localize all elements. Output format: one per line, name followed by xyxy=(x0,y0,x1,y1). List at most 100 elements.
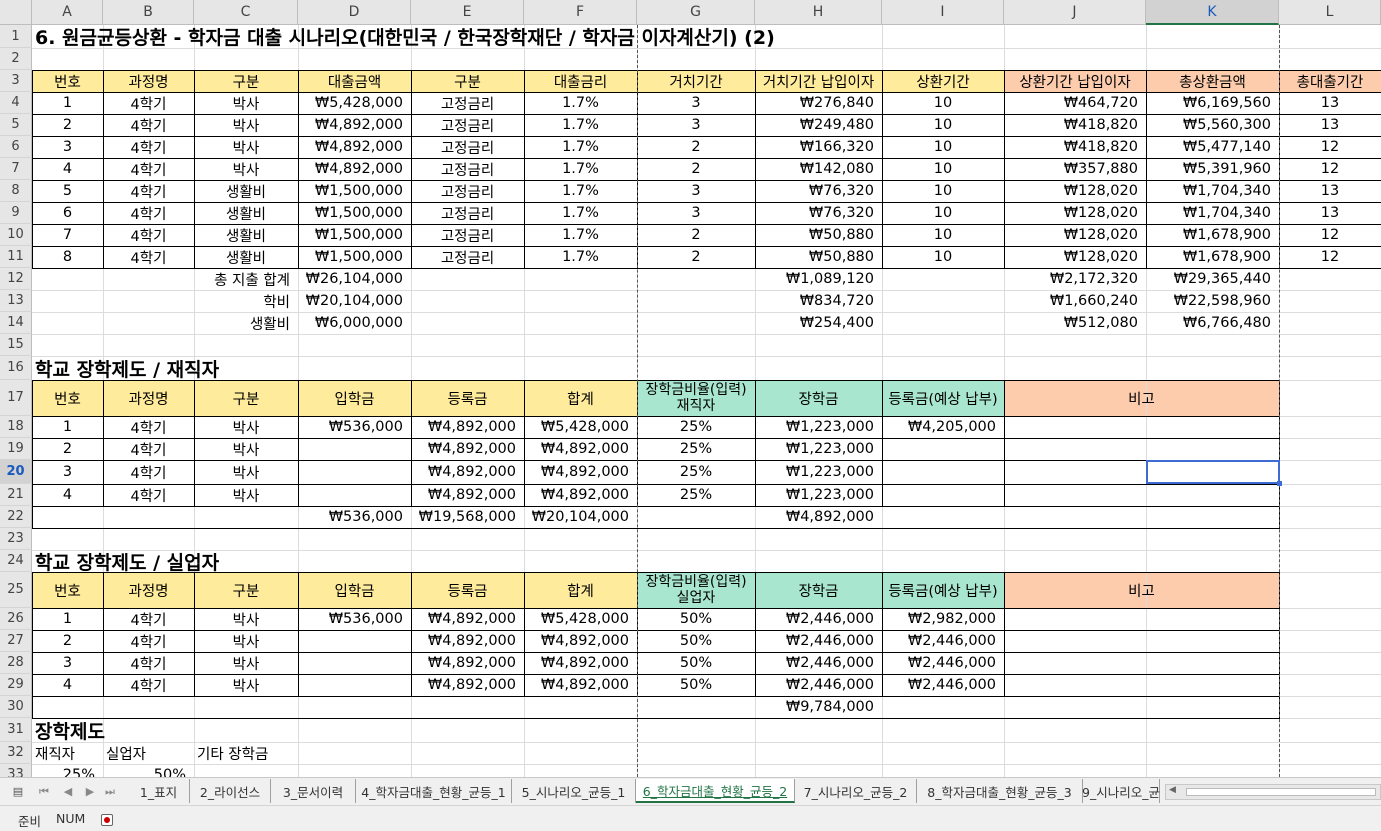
loan-cell[interactable]: 고정금리 xyxy=(440,118,495,135)
row-header-8[interactable]: 8 xyxy=(0,180,32,202)
loan-cell[interactable]: ₩128,020 xyxy=(1063,205,1138,221)
loan-cell[interactable]: 고정금리 xyxy=(440,250,495,267)
section-cell[interactable]: 박사 xyxy=(232,678,260,695)
loan-cell[interactable]: 1.7% xyxy=(562,95,599,111)
loan-cell[interactable]: 2 xyxy=(691,227,701,243)
section-cell[interactable]: 2 xyxy=(62,441,73,457)
last-sheet-icon[interactable]: ⏭ xyxy=(105,785,115,798)
loan-cell[interactable]: 13 xyxy=(1320,95,1340,111)
loan-cell[interactable]: ₩249,480 xyxy=(799,117,874,133)
section-header-4[interactable]: 등록금 xyxy=(447,391,488,408)
summary-repay-interest[interactable]: ₩1,660,240 xyxy=(1049,293,1138,309)
section-cell[interactable]: 50% xyxy=(679,655,713,671)
loan-cell[interactable]: 10 xyxy=(933,117,953,133)
loan-cell[interactable]: ₩128,020 xyxy=(1063,227,1138,243)
section-header-0[interactable]: 번호 xyxy=(54,391,81,408)
loan-cell[interactable]: 10 xyxy=(933,227,953,243)
section-cell[interactable]: ₩4,892,000 xyxy=(427,655,516,671)
loan-cell[interactable]: 4학기 xyxy=(130,228,167,245)
section-header-5[interactable]: 합계 xyxy=(567,583,594,600)
section-cell[interactable]: ₩4,892,000 xyxy=(427,441,516,457)
section-cell[interactable]: 4 xyxy=(62,487,73,503)
loan-cell[interactable]: ₩464,720 xyxy=(1063,95,1138,111)
column-header-K[interactable]: K xyxy=(1146,0,1279,25)
loan-cell[interactable]: 생활비 xyxy=(225,184,267,201)
label-unemployed[interactable]: 실업자 xyxy=(106,746,147,763)
label-employed[interactable]: 재직자 xyxy=(35,746,76,763)
loan-cell[interactable]: 10 xyxy=(933,95,953,111)
loan-header-5[interactable]: 대출금리 xyxy=(553,74,608,91)
next-sheet-icon[interactable]: ▶ xyxy=(85,785,95,798)
section-header-0[interactable]: 번호 xyxy=(54,583,81,600)
section-cell[interactable]: 박사 xyxy=(232,442,260,459)
total-scholarship[interactable]: ₩4,892,000 xyxy=(785,509,874,525)
column-header-F[interactable]: F xyxy=(524,0,637,25)
fill-handle[interactable] xyxy=(1277,481,1282,486)
row-header-33[interactable]: 33 xyxy=(0,764,32,777)
column-header-J[interactable]: J xyxy=(1004,0,1146,25)
summary-total[interactable]: ₩6,766,480 xyxy=(1182,315,1271,331)
section-cell[interactable]: 4학기 xyxy=(130,656,167,673)
column-header-E[interactable]: E xyxy=(411,0,524,25)
summary-amount[interactable]: ₩26,104,000 xyxy=(305,271,403,287)
section-title[interactable]: 학교 장학제도 / 재직자 xyxy=(35,358,220,381)
column-header-H[interactable]: H xyxy=(755,0,882,25)
summary-grace-interest[interactable]: ₩1,089,120 xyxy=(785,271,874,287)
loan-cell[interactable]: 박사 xyxy=(232,140,260,157)
loan-cell[interactable]: 생활비 xyxy=(225,250,267,267)
summary-repay-interest[interactable]: ₩512,080 xyxy=(1063,315,1138,331)
row-header-30[interactable]: 30 xyxy=(0,696,32,718)
loan-cell[interactable]: 4 xyxy=(62,161,73,177)
summary-total[interactable]: ₩22,598,960 xyxy=(1173,293,1271,309)
loan-cell[interactable]: 고정금리 xyxy=(440,206,495,223)
row-header-4[interactable]: 4 xyxy=(0,92,32,114)
loan-cell[interactable]: 3 xyxy=(691,117,701,133)
section-cell[interactable] xyxy=(298,438,411,460)
row-header-26[interactable]: 26 xyxy=(0,608,32,630)
section-header-4[interactable]: 등록금 xyxy=(447,583,488,600)
section-cell[interactable]: ₩4,892,000 xyxy=(540,633,629,649)
scroll-thumb[interactable] xyxy=(1186,788,1376,796)
row-header-11[interactable]: 11 xyxy=(0,246,32,268)
loan-cell[interactable]: 10 xyxy=(933,139,953,155)
loan-cell[interactable]: 1.7% xyxy=(562,205,599,221)
loan-header-6[interactable]: 거치기간 xyxy=(669,74,723,91)
section-header-3[interactable]: 입학금 xyxy=(334,583,375,600)
loan-cell[interactable]: 박사 xyxy=(232,118,260,135)
loan-cell[interactable]: 3 xyxy=(691,183,701,199)
loan-cell[interactable]: 4학기 xyxy=(130,162,167,179)
section-cell[interactable] xyxy=(298,484,411,506)
section-cell[interactable]: 25% xyxy=(679,441,713,457)
loan-cell[interactable]: ₩128,020 xyxy=(1063,183,1138,199)
row-header-12[interactable]: 12 xyxy=(0,268,32,290)
loan-cell[interactable]: ₩4,892,000 xyxy=(314,117,403,133)
section-cell[interactable]: 박사 xyxy=(232,634,260,651)
row-header-21[interactable]: 21 xyxy=(0,484,32,506)
loan-cell[interactable]: 박사 xyxy=(232,162,260,179)
loan-cell[interactable]: 고정금리 xyxy=(440,184,495,201)
section-cell[interactable]: 3 xyxy=(62,655,73,671)
column-header-B[interactable]: B xyxy=(103,0,194,25)
loan-cell[interactable]: 5 xyxy=(62,183,73,199)
row-header-27[interactable]: 27 xyxy=(0,630,32,652)
sheet-tab[interactable]: 1_표지 xyxy=(128,779,190,803)
column-header-D[interactable]: D xyxy=(298,0,411,25)
row-header-13[interactable]: 13 xyxy=(0,290,32,312)
label-other-scholarship[interactable]: 기타 장학금 xyxy=(197,746,269,763)
section-cell[interactable]: ₩1,223,000 xyxy=(785,487,874,503)
loan-cell[interactable]: ₩76,320 xyxy=(808,183,874,199)
spreadsheet-grid[interactable]: 6. 원금균등상환 - 학자금 대출 시나리오(대한민국 / 한국장학재단 / … xyxy=(0,0,1381,777)
section-cell[interactable]: ₩536,000 xyxy=(328,419,403,435)
row-header-24[interactable]: 24 xyxy=(0,550,32,572)
section-cell[interactable] xyxy=(298,460,411,484)
loan-cell[interactable]: 2 xyxy=(691,139,701,155)
loan-cell[interactable]: ₩50,880 xyxy=(808,227,874,243)
loan-cell[interactable]: ₩128,020 xyxy=(1063,249,1138,265)
summary-repay-interest[interactable]: ₩2,172,320 xyxy=(1049,271,1138,287)
section-cell[interactable]: ₩1,223,000 xyxy=(785,441,874,457)
section-cell[interactable]: 1 xyxy=(62,611,73,627)
section-cell[interactable]: 4학기 xyxy=(130,488,167,505)
section-cell[interactable]: 4학기 xyxy=(130,420,167,437)
row-header-15[interactable]: 15 xyxy=(0,334,32,356)
section-cell[interactable]: ₩4,892,000 xyxy=(540,677,629,693)
